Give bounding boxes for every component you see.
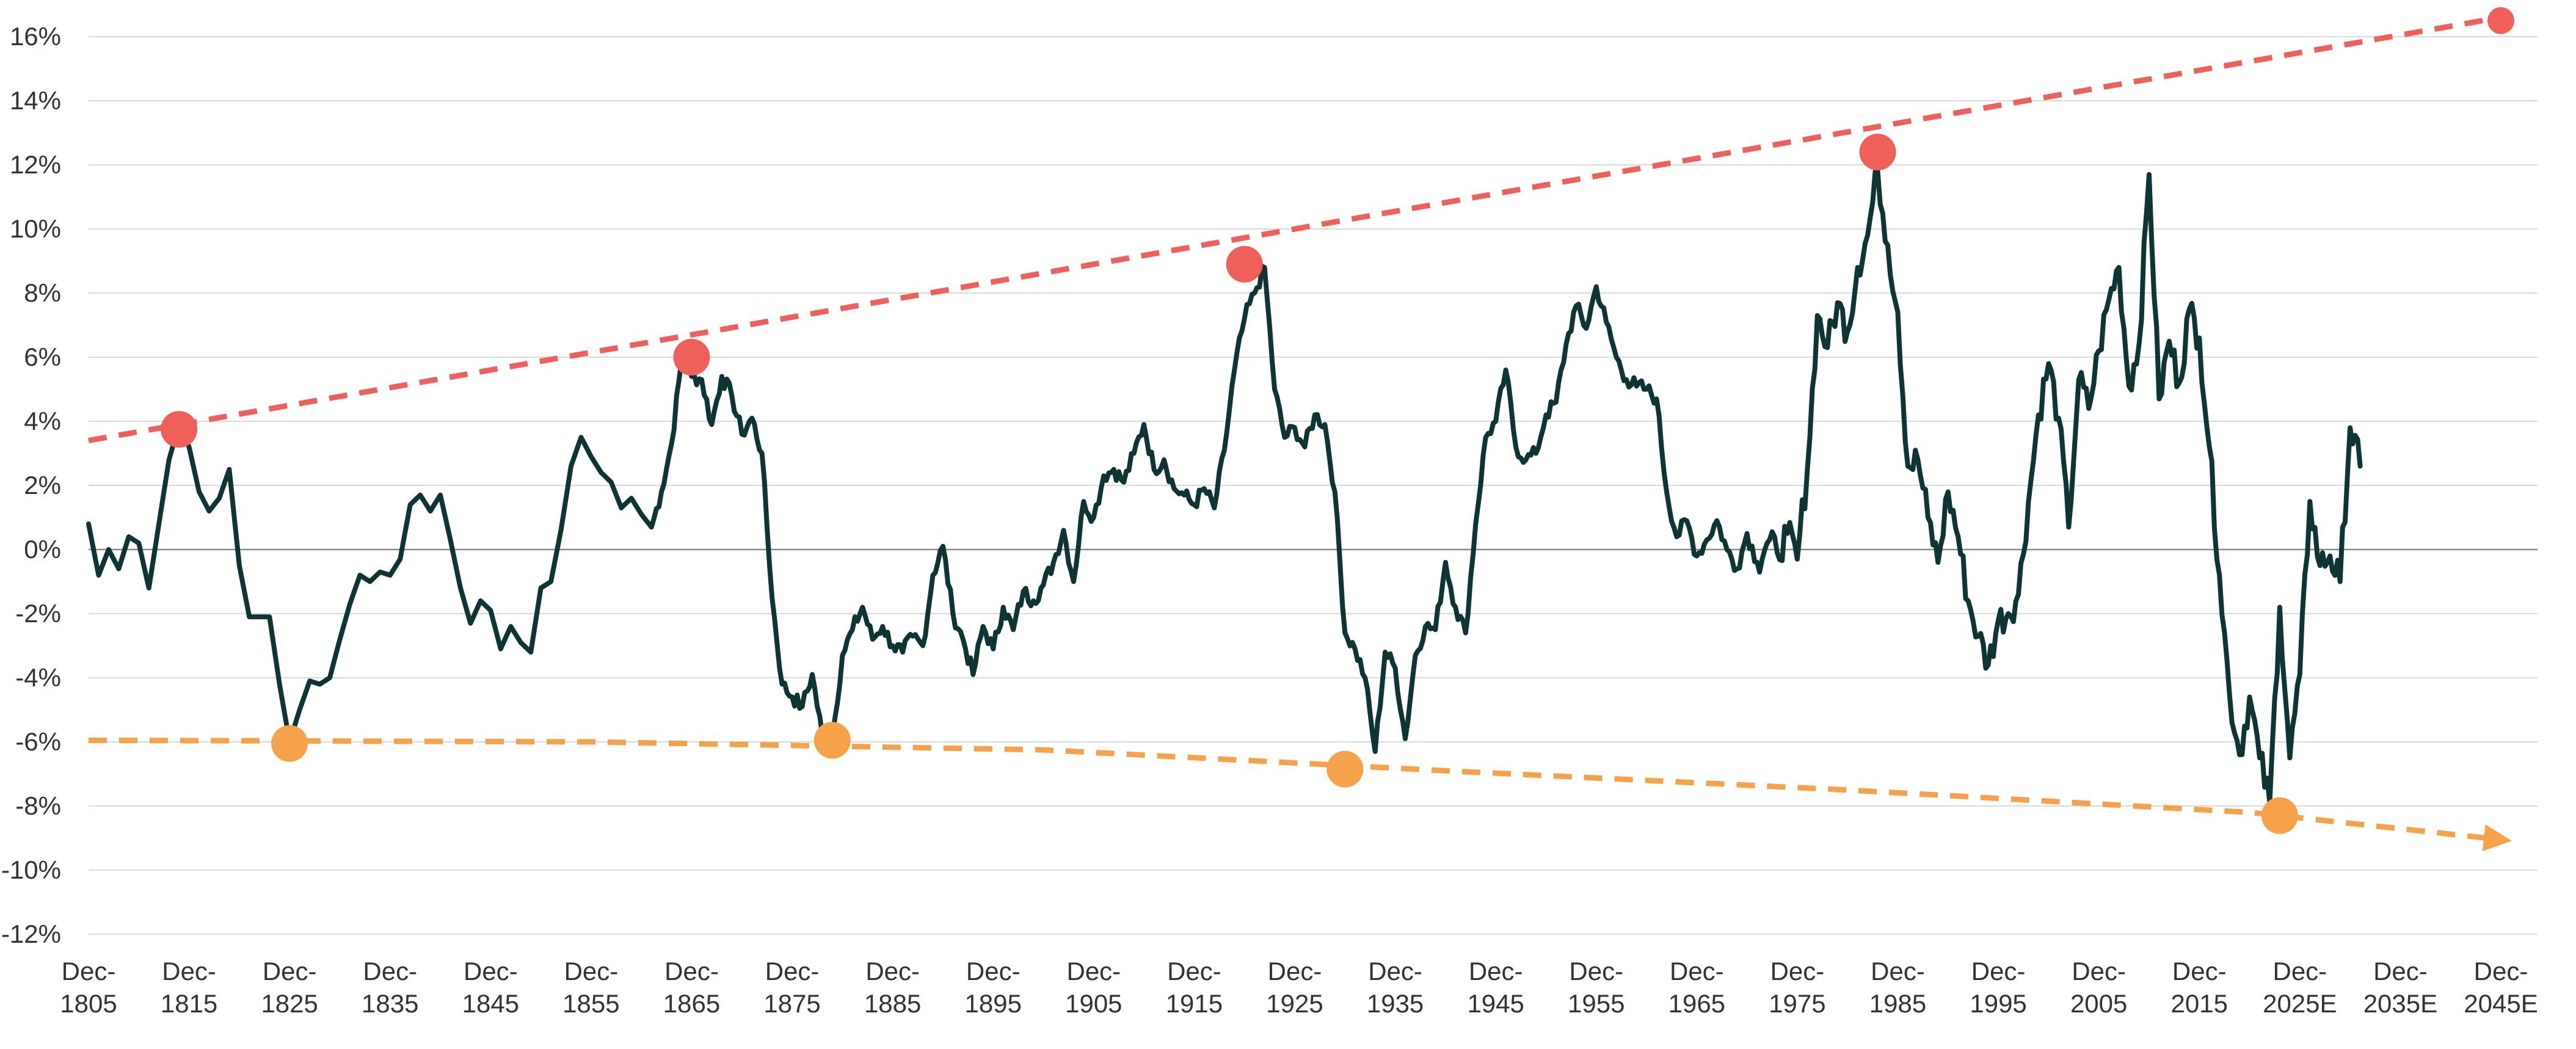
x-tick-label: Dec- [765, 957, 820, 985]
trendline-arrowhead [2482, 824, 2512, 851]
x-tick-label: Dec- [1368, 957, 1422, 985]
x-tick-label: 1965 [1668, 989, 1725, 1018]
x-tick-label: 1935 [1367, 989, 1424, 1018]
y-tick-label: -10% [1, 855, 61, 884]
trough-marker [271, 725, 308, 762]
x-tick-label: Dec- [2272, 957, 2327, 985]
x-tick-label: 2045E [2464, 989, 2538, 1018]
x-tick-label: Dec- [2373, 957, 2428, 985]
x-tick-label: Dec- [62, 957, 116, 985]
x-tick-label: 1805 [60, 989, 117, 1018]
x-tick-label: 1885 [864, 989, 921, 1018]
x-tick-label: 1815 [161, 989, 217, 1018]
x-tick-label: Dec- [1469, 957, 1523, 985]
trough-marker [813, 722, 851, 759]
x-tick-label: 1845 [462, 989, 519, 1018]
peak-marker [1859, 134, 1896, 170]
x-tick-label: Dec- [1971, 957, 2026, 985]
x-tick-label: Dec- [664, 957, 719, 985]
y-tick-label: 10% [10, 214, 61, 243]
x-tick-label: Dec- [2474, 957, 2528, 985]
x-tick-label: 2025E [2263, 989, 2337, 1018]
x-tick-label: 2015 [2171, 989, 2228, 1018]
x-tick-label: 1995 [1970, 989, 2026, 1018]
lower-trendline [88, 737, 2501, 843]
y-tick-label: 2% [24, 471, 61, 499]
y-tick-label: -2% [15, 599, 61, 628]
y-tick-label: -8% [15, 791, 61, 820]
x-tick-label: 1905 [1065, 989, 1122, 1018]
x-tick-label: Dec- [263, 957, 317, 985]
x-axis-ticks: Dec- 1805 Dec- 1815 Dec- 1825 Dec- 1835 Dec- 1845… [60, 957, 2538, 1018]
x-tick-label: Dec- [1871, 957, 1925, 985]
x-tick-label: 1975 [1769, 989, 1825, 1018]
x-tick-label: Dec- [865, 957, 920, 985]
x-tick-label: 1825 [261, 989, 318, 1018]
x-tick-label: 2035E [2363, 989, 2437, 1018]
x-tick-label: Dec- [162, 957, 216, 985]
x-tick-label: 1875 [763, 989, 820, 1018]
x-tick-label: 2005 [2070, 989, 2127, 1018]
y-axis-ticks: 16% 14% 12% 10% 8% 6% 4% 2% 0% -2% -4% -6% -8% -10% -1… [1, 22, 61, 948]
y-tick-label: 6% [24, 343, 61, 371]
x-tick-label: Dec- [966, 957, 1021, 985]
x-tick-label: 1955 [1568, 989, 1625, 1018]
x-tick-label: Dec- [1670, 957, 1724, 985]
x-tick-label: Dec- [2072, 957, 2126, 985]
y-tick-label: 0% [24, 535, 61, 564]
x-tick-label: 1865 [663, 989, 720, 1018]
x-tick-label: Dec- [464, 957, 518, 985]
x-tick-label: Dec- [1268, 957, 1322, 985]
trend-markers [161, 7, 2514, 834]
x-tick-label: 1915 [1166, 989, 1223, 1018]
x-tick-label: 1925 [1266, 989, 1323, 1018]
x-tick-label: Dec- [363, 957, 417, 985]
y-tick-label: -12% [1, 920, 61, 948]
y-tick-label: 8% [24, 278, 61, 307]
series-line [86, 169, 2363, 805]
trough-marker [1326, 750, 1364, 788]
trough-marker [2261, 797, 2298, 834]
y-tick-label: 12% [10, 150, 61, 179]
x-tick-label: Dec- [1770, 957, 1825, 985]
peak-marker [161, 411, 198, 448]
y-tick-label: -4% [15, 663, 61, 692]
x-tick-label: Dec- [2172, 957, 2227, 985]
x-tick-label: Dec- [1066, 957, 1121, 985]
y-tick-label: 14% [10, 86, 61, 115]
x-tick-label: 1895 [965, 989, 1022, 1018]
trendlines [88, 15, 2512, 851]
y-tick-label: 4% [24, 407, 61, 435]
x-tick-label: Dec- [564, 957, 619, 985]
y-tick-label: 16% [10, 22, 61, 51]
x-tick-label: 1945 [1467, 989, 1524, 1018]
x-tick-label: Dec- [1569, 957, 1623, 985]
upper-trendline [88, 15, 2501, 443]
peak-marker [673, 339, 710, 376]
peak-marker [1226, 245, 1263, 283]
x-tick-label: 1835 [362, 989, 418, 1018]
y-tick-label: -6% [15, 727, 61, 756]
x-tick-label: 1985 [1869, 989, 1926, 1018]
series [86, 169, 2363, 805]
x-tick-label: 1855 [562, 989, 619, 1018]
gridlines [89, 36, 2538, 935]
x-tick-label: Dec- [1167, 957, 1221, 985]
peak-marker [2487, 7, 2514, 34]
